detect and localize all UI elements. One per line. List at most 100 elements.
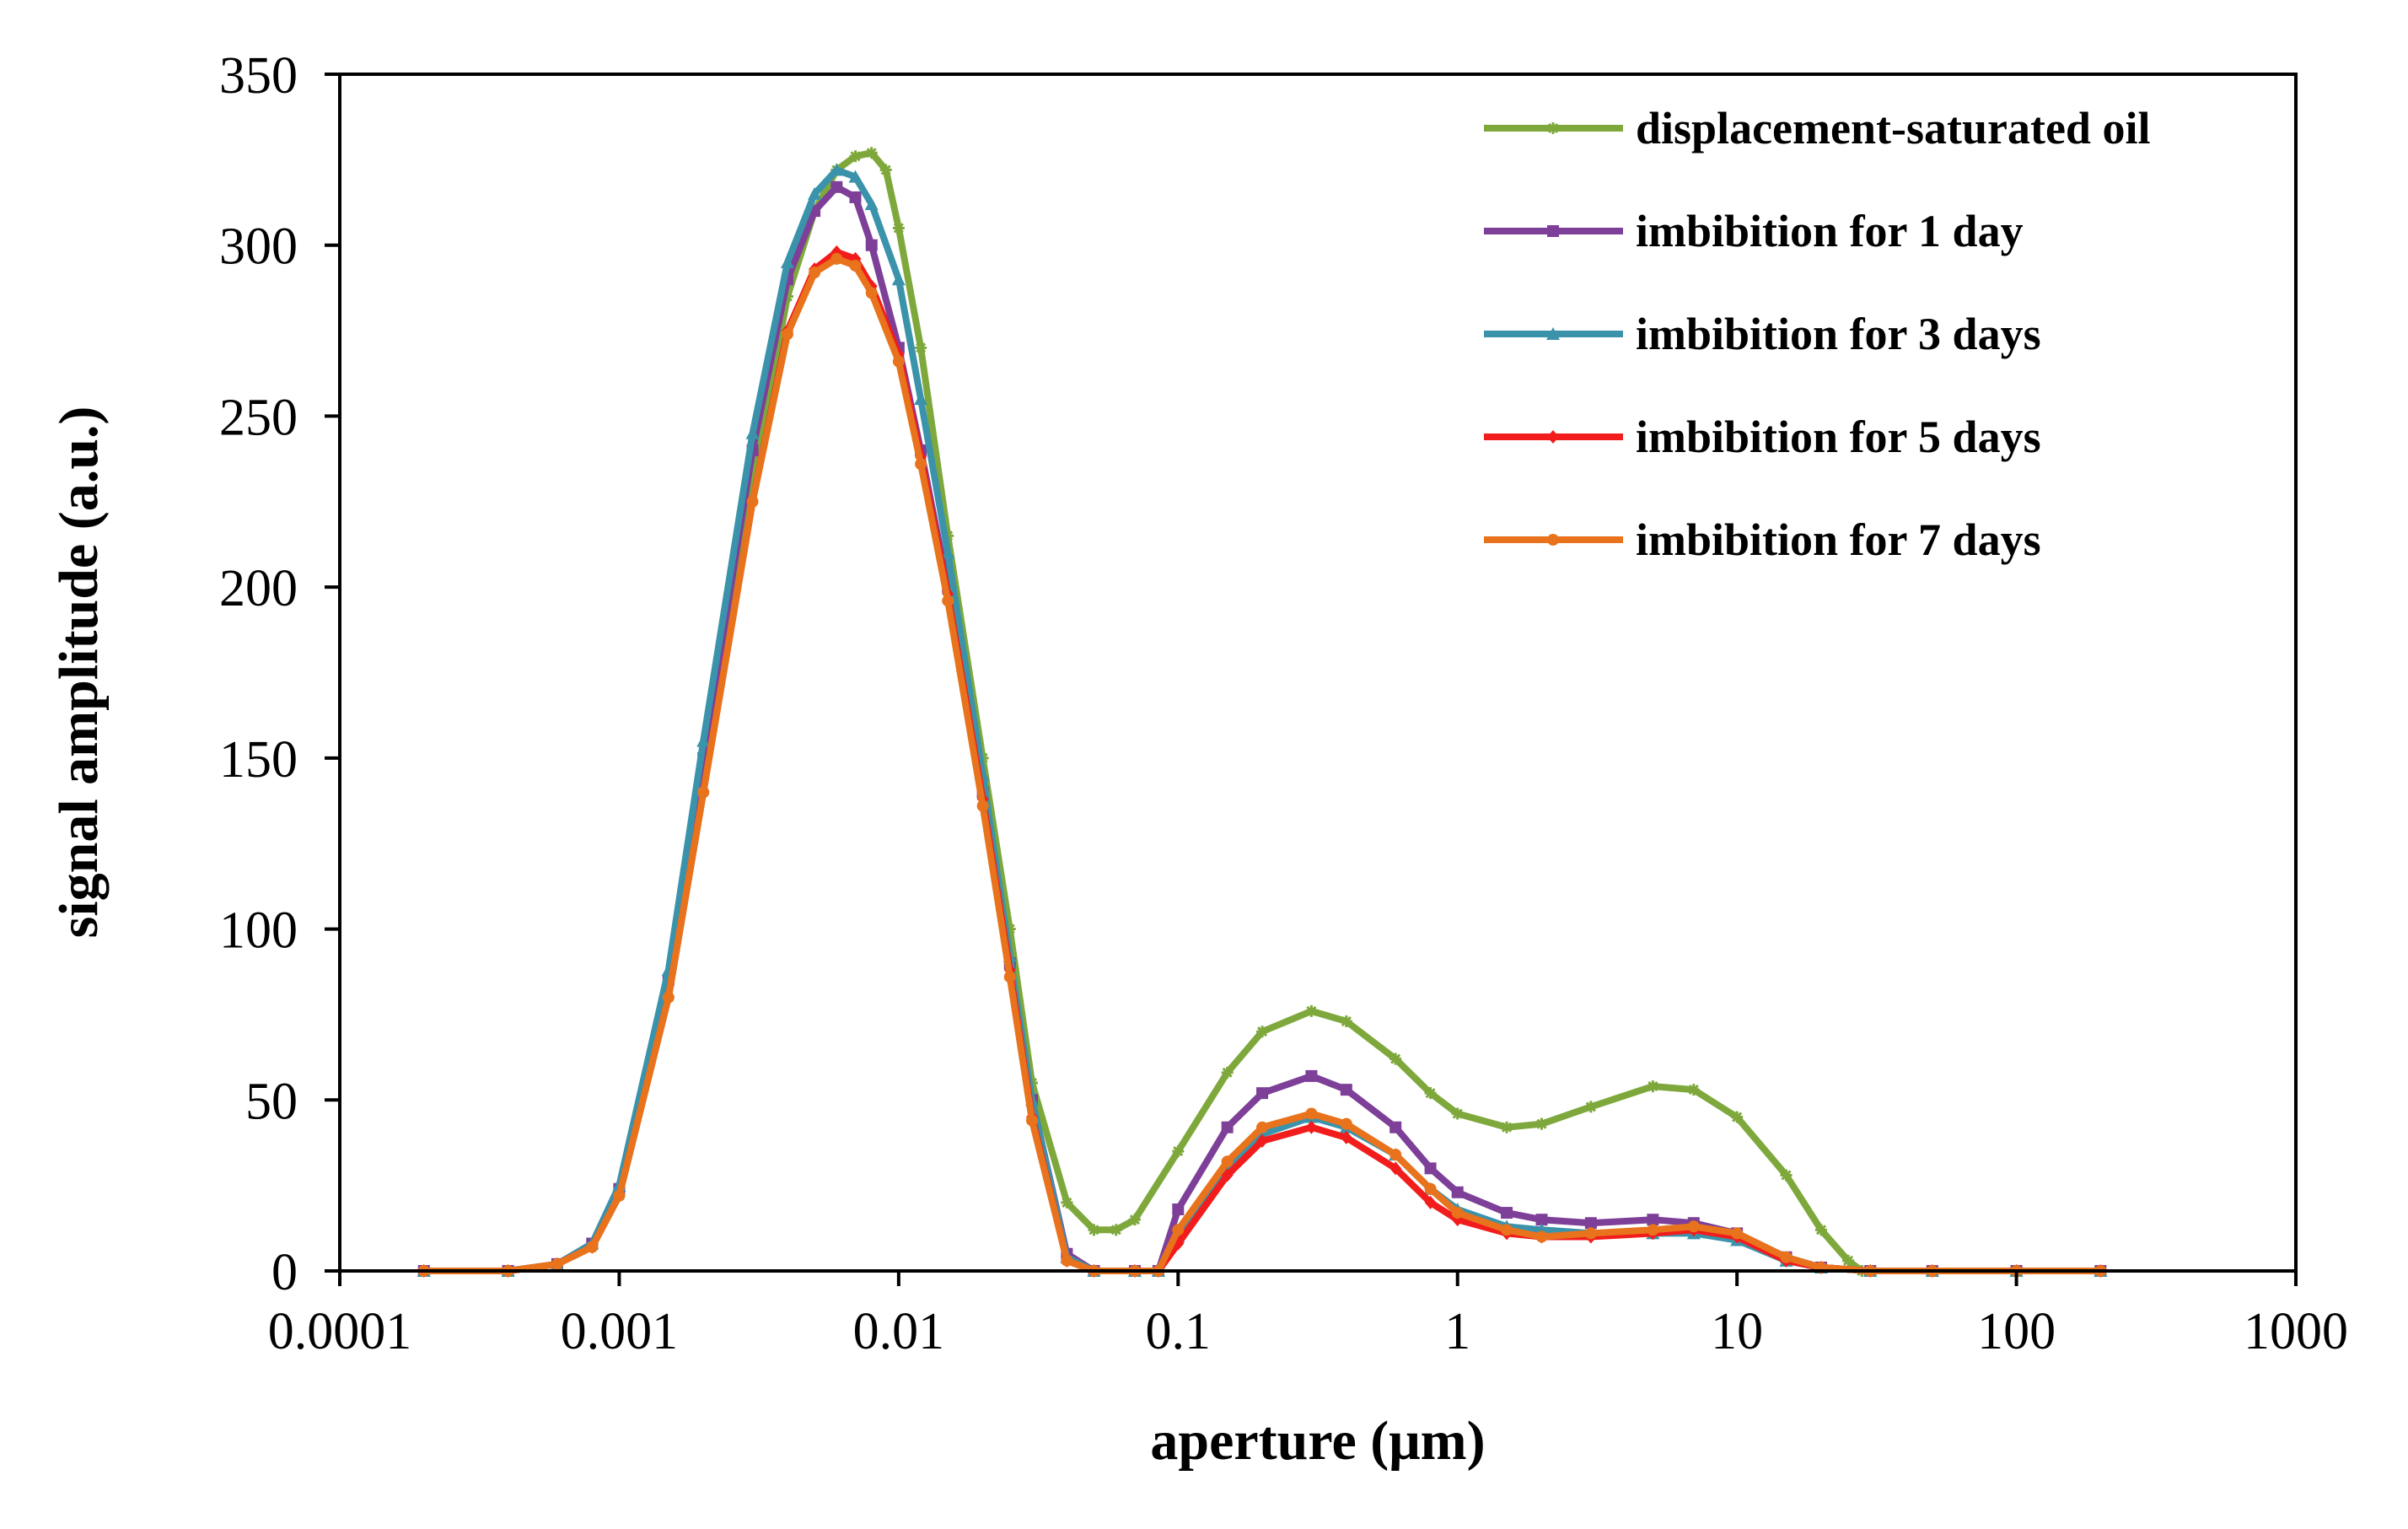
data-point: [1389, 1121, 1402, 1133]
data-point: [915, 342, 927, 354]
data-point: [809, 266, 821, 279]
data-point: [849, 191, 862, 203]
legend-item: imbibition for 5 days: [1484, 412, 2041, 462]
x-tick-label: 1: [1444, 1303, 1470, 1360]
data-point: [1305, 1004, 1318, 1017]
data-point: [613, 1189, 626, 1202]
data-point: [1451, 1186, 1464, 1198]
x-tick-label: 1000: [2244, 1303, 2348, 1360]
legend-item: imbibition for 1 day: [1484, 206, 2024, 256]
series-5: [417, 252, 2107, 1277]
data-point: [1256, 1087, 1269, 1100]
data-point: [849, 260, 862, 272]
legend-marker: [1546, 327, 1560, 340]
data-point: [1535, 1117, 1548, 1130]
data-point: [942, 595, 954, 607]
data-point: [1424, 1195, 1437, 1209]
data-point: [781, 328, 793, 341]
y-tick-label: 200: [219, 560, 298, 617]
legend-label: imbibition for 1 day: [1636, 206, 2024, 256]
data-point: [1424, 1182, 1437, 1195]
data-point: [1305, 1069, 1318, 1082]
legend-marker: [1547, 122, 1559, 134]
data-point: [891, 272, 906, 286]
data-point: [830, 180, 843, 193]
data-point: [1731, 1227, 1744, 1240]
data-point: [830, 163, 844, 176]
data-point: [745, 426, 760, 439]
data-point: [864, 197, 879, 211]
data-point: [1687, 1084, 1700, 1096]
data-point: [1647, 1080, 1659, 1093]
data-point: [865, 239, 878, 251]
data-point: [1221, 1155, 1234, 1168]
data-point: [1172, 1145, 1185, 1158]
data-point: [1305, 1107, 1318, 1120]
data-point: [1305, 1120, 1318, 1134]
data-point: [1424, 1162, 1437, 1175]
legend-marker: [1547, 225, 1559, 237]
series-line: [423, 255, 2101, 1274]
data-point: [892, 355, 905, 368]
data-point: [1451, 1107, 1464, 1120]
data-point: [879, 164, 892, 176]
x-axis-title: aperture (μm): [1150, 1410, 1485, 1472]
data-point: [914, 392, 928, 406]
data-point: [746, 495, 759, 508]
data-point: [1501, 1207, 1513, 1219]
data-point: [865, 287, 878, 299]
x-tick-label: 0.01: [853, 1303, 945, 1360]
x-tick-label: 100: [1977, 1303, 2056, 1360]
plot-area-frame: [338, 73, 2298, 1273]
data-point: [1647, 1214, 1659, 1226]
data-point: [1501, 1121, 1513, 1133]
data-point: [1221, 1168, 1234, 1182]
data-point: [1389, 1161, 1402, 1176]
x-tick-label: 10: [1711, 1303, 1763, 1360]
x-axis: 0.0001 0.001 0.01 0.1 1 10 100 1000: [268, 1271, 2348, 1360]
data-point: [1389, 1149, 1402, 1161]
data-point: [1256, 1026, 1269, 1038]
data-point: [1842, 1254, 1855, 1267]
data-point: [976, 799, 989, 812]
data-point: [1172, 1224, 1185, 1236]
data-point: [808, 186, 822, 200]
data-point: [865, 147, 878, 159]
data-point: [1172, 1203, 1185, 1216]
data-point: [1340, 1084, 1352, 1096]
data-point: [781, 290, 793, 303]
x-tick-label: 0.0001: [268, 1303, 412, 1360]
data-point: [1584, 1101, 1597, 1113]
data-point: [1647, 1224, 1659, 1236]
legend-item: imbibition for 7 days: [1484, 514, 2041, 565]
legend-label: displacement-saturated oil: [1636, 103, 2150, 153]
data-point: [697, 786, 710, 799]
data-point: [830, 252, 843, 265]
y-tick-label: 300: [219, 218, 298, 276]
y-tick-label: 50: [245, 1073, 298, 1130]
y-axis-title: signal amplitude (a.u.): [48, 406, 110, 939]
data-point: [780, 255, 794, 268]
data-point: [1128, 1214, 1141, 1226]
series-line: [423, 248, 2101, 1274]
legend-marker: [1547, 534, 1559, 546]
data-point: [1256, 1121, 1269, 1133]
data-point: [1256, 1133, 1269, 1148]
data-point: [1687, 1220, 1700, 1233]
x-tick-label: 0.1: [1146, 1303, 1212, 1360]
legend-label: imbibition for 5 days: [1636, 412, 2041, 462]
data-point: [1584, 1217, 1597, 1230]
data-point: [1389, 1053, 1402, 1065]
data-point: [586, 1241, 599, 1253]
data-point: [1814, 1224, 1827, 1236]
data-point: [1340, 1015, 1352, 1028]
data-point: [915, 458, 927, 471]
data-point: [1584, 1227, 1597, 1240]
data-point: [1088, 1224, 1100, 1236]
y-tick-label: 250: [219, 389, 298, 446]
data-point: [1731, 1111, 1744, 1123]
data-point: [1340, 1117, 1352, 1130]
data-point: [849, 150, 862, 163]
data-point: [1061, 1254, 1073, 1267]
